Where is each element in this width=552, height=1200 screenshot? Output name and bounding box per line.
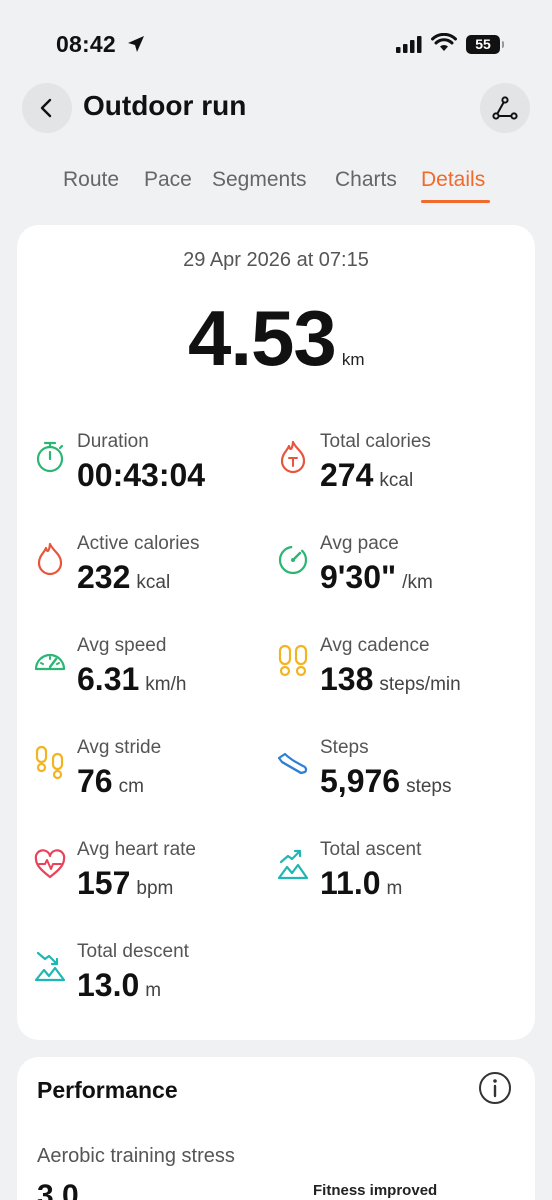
- flame-icon: [37, 542, 63, 576]
- metric-avg-cadence: Avg cadence 138 steps/min: [276, 635, 516, 715]
- metric-value: 138: [320, 661, 374, 697]
- metric-value: 13.0: [77, 967, 140, 1003]
- workout-date: 29 Apr 2026 at 07:15: [183, 249, 369, 271]
- metric-unit: m: [145, 980, 162, 1001]
- heart-rate-icon: [34, 849, 66, 879]
- metric-total-calories: Total calories 274 kcal: [276, 431, 516, 511]
- metric-total-ascent: Total ascent 11.0 m: [276, 839, 516, 919]
- speedometer-icon: [34, 653, 66, 671]
- status-bar: 08:42 55: [0, 0, 552, 90]
- info-icon[interactable]: [478, 1071, 512, 1105]
- metric-avg-pace: Avg pace 9'30"/km: [276, 533, 516, 613]
- tab-segments[interactable]: Segments: [212, 168, 307, 191]
- metric-label: Avg heart rate: [77, 839, 197, 860]
- shoe-icon: [277, 752, 308, 775]
- metric-total-descent: Total descent 13.0 m: [33, 941, 273, 1021]
- metric-value: 157: [77, 865, 131, 901]
- stopwatch-icon: [36, 441, 64, 473]
- route-share-button[interactable]: [480, 83, 530, 133]
- distance-summary: 4.53 km: [188, 293, 364, 384]
- metric-avg-stride: Avg stride 76 cm: [33, 737, 273, 817]
- metric-unit: kcal: [136, 572, 171, 593]
- metric-unit: kcal: [379, 470, 414, 491]
- metric-label: Duration: [77, 431, 149, 452]
- active-tab-indicator: [421, 200, 490, 203]
- metric-duration: Duration 00:43:04: [33, 431, 273, 511]
- metric-active-calories: Active calories 232 kcal: [33, 533, 273, 613]
- aerobic-training-stress-value: 3.0: [37, 1179, 79, 1200]
- fitness-status: Fitness improved: [313, 1182, 438, 1199]
- metric-label: Avg cadence: [320, 635, 430, 656]
- metric-unit: steps: [406, 776, 452, 797]
- metric-label: Avg speed: [77, 635, 167, 656]
- wifi-icon: [431, 33, 457, 51]
- metric-value: 9'30": [320, 559, 397, 595]
- metric-label: Avg pace: [320, 533, 399, 554]
- metric-label: Total descent: [77, 941, 189, 962]
- metric-avg-speed: Avg speed 6.31 km/h: [33, 635, 273, 715]
- metric-steps: Steps 5,976 steps: [276, 737, 516, 817]
- metric-label: Avg stride: [77, 737, 162, 758]
- tab-pace[interactable]: Pace: [144, 168, 192, 191]
- details-card: 29 Apr 2026 at 07:15 4.53 km Duration 00:…: [17, 225, 535, 1040]
- tab-charts[interactable]: Charts: [335, 168, 397, 191]
- metric-value: 274: [320, 457, 374, 493]
- distance-unit: km: [341, 350, 365, 369]
- metric-label: Total calories: [320, 431, 431, 452]
- metric-unit: km/h: [145, 674, 187, 695]
- back-button[interactable]: [22, 83, 72, 133]
- performance-title: Performance: [37, 1077, 178, 1103]
- page-title: Outdoor run: [83, 90, 247, 121]
- pace-gauge-icon: [278, 545, 308, 575]
- metric-value: 00:43:04: [77, 457, 206, 493]
- metric-unit: m: [386, 878, 403, 899]
- metric-value: 76: [77, 763, 113, 799]
- metric-avg-heart-rate: Avg heart rate 157 bpm: [33, 839, 273, 919]
- descent-icon: [34, 951, 66, 982]
- cellular-signal-icon: [396, 36, 422, 53]
- metric-label: Steps: [320, 737, 369, 758]
- route-icon: [492, 96, 518, 120]
- metric-value: 11.0: [320, 865, 381, 901]
- ascent-icon: [277, 849, 309, 880]
- metric-unit: cm: [118, 776, 144, 797]
- total-calories-icon: [280, 440, 306, 474]
- status-time: 08:42: [56, 31, 116, 57]
- stride-icon: [35, 745, 64, 780]
- footprints-icon: [278, 644, 308, 677]
- tab-route[interactable]: Route: [63, 168, 120, 191]
- metric-unit: steps/min: [379, 674, 461, 695]
- metric-value: 6.31: [77, 661, 140, 697]
- location-arrow-icon: [128, 36, 144, 52]
- metric-unit: /km: [402, 572, 433, 593]
- metric-label: Active calories: [77, 533, 200, 554]
- metric-unit: bpm: [136, 878, 174, 899]
- metric-value: 5,976: [320, 763, 401, 799]
- distance-value: 4.53: [188, 294, 337, 382]
- performance-card: Performance Aerobic training stress 3.0 …: [17, 1057, 535, 1200]
- tab-bar: Route Pace Segments Charts Details: [0, 168, 552, 208]
- metric-label: Total ascent: [320, 839, 422, 860]
- metric-value: 232: [77, 559, 131, 595]
- battery-indicator: 55: [466, 35, 504, 54]
- aerobic-training-stress-label: Aerobic training stress: [37, 1145, 235, 1167]
- tab-details[interactable]: Details: [421, 168, 486, 191]
- chevron-left-icon: [40, 98, 52, 118]
